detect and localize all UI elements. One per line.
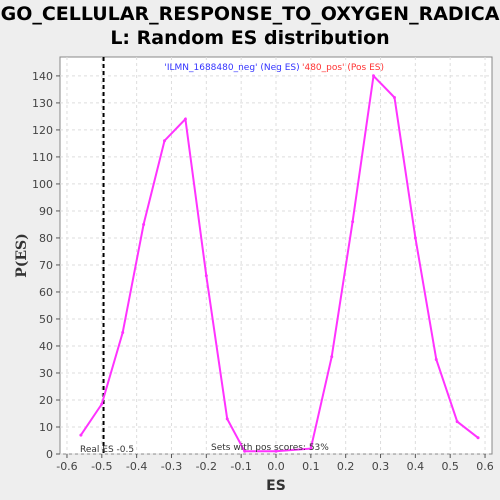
y-tick-label: 0: [46, 448, 53, 461]
series-point: [100, 402, 104, 406]
series-point: [243, 449, 247, 453]
y-tick-label: 130: [32, 97, 53, 110]
x-tick-label: -0.6: [56, 460, 77, 473]
x-tick-label: 0.3: [372, 460, 390, 473]
y-tick-label: 50: [39, 313, 53, 326]
y-tick-label: 30: [39, 367, 53, 380]
y-tick-label: 80: [39, 232, 53, 245]
series-point: [476, 436, 480, 440]
x-tick-label: -0.1: [230, 460, 251, 473]
series-point: [309, 447, 313, 451]
series-point: [163, 139, 167, 143]
y-tick-label: 70: [39, 259, 53, 272]
series-point: [392, 96, 396, 100]
series-point: [413, 236, 417, 240]
series-point: [204, 274, 208, 278]
y-axis-label: P(ES): [14, 233, 30, 278]
y-tick-label: 100: [32, 178, 53, 191]
series-point: [183, 117, 187, 121]
chart-title: GO_CELLULAR_RESPONSE_TO_OXYGEN_RADICA L:…: [0, 3, 500, 49]
x-tick-label: 0.0: [267, 460, 285, 473]
x-tick-label: 0.6: [476, 460, 494, 473]
series-point: [330, 355, 334, 359]
sets-pos-annotation: Sets with pos scores: 53%: [211, 443, 329, 453]
x-axis-label: ES: [266, 478, 286, 494]
y-tick-label: 40: [39, 340, 53, 353]
x-tick-label: 0.5: [441, 460, 459, 473]
x-tick-label: -0.3: [161, 460, 182, 473]
series-point: [434, 357, 438, 361]
series-point: [274, 449, 278, 453]
x-tick-label: -0.5: [91, 460, 112, 473]
series-point: [455, 420, 459, 424]
y-tick-label: 140: [32, 70, 53, 83]
y-tick-label: 10: [39, 421, 53, 434]
y-tick-label: 20: [39, 394, 53, 407]
x-tick-label: 0.4: [407, 460, 425, 473]
x-tick-label: 0.2: [337, 460, 355, 473]
x-tick-label: -0.4: [126, 460, 147, 473]
legend-neg-label: 'ILMN_1688480_neg' (Neg ES): [164, 63, 299, 73]
x-tick-label: -0.2: [196, 460, 217, 473]
y-tick-label: 90: [39, 205, 53, 218]
y-tick-label: 110: [32, 151, 53, 164]
real-es-annotation: Real ES -0.5: [80, 445, 134, 455]
legend-pos-label: '480_pos' (Pos ES): [302, 63, 384, 73]
series-point: [225, 417, 229, 421]
y-tick-label: 120: [32, 124, 53, 137]
y-tick-label: 60: [39, 286, 53, 299]
series-point: [372, 74, 376, 78]
series-point: [351, 220, 355, 224]
series-point: [121, 330, 125, 334]
series-point: [142, 222, 146, 226]
x-tick-label: 0.1: [302, 460, 320, 473]
series-point: [79, 433, 83, 437]
